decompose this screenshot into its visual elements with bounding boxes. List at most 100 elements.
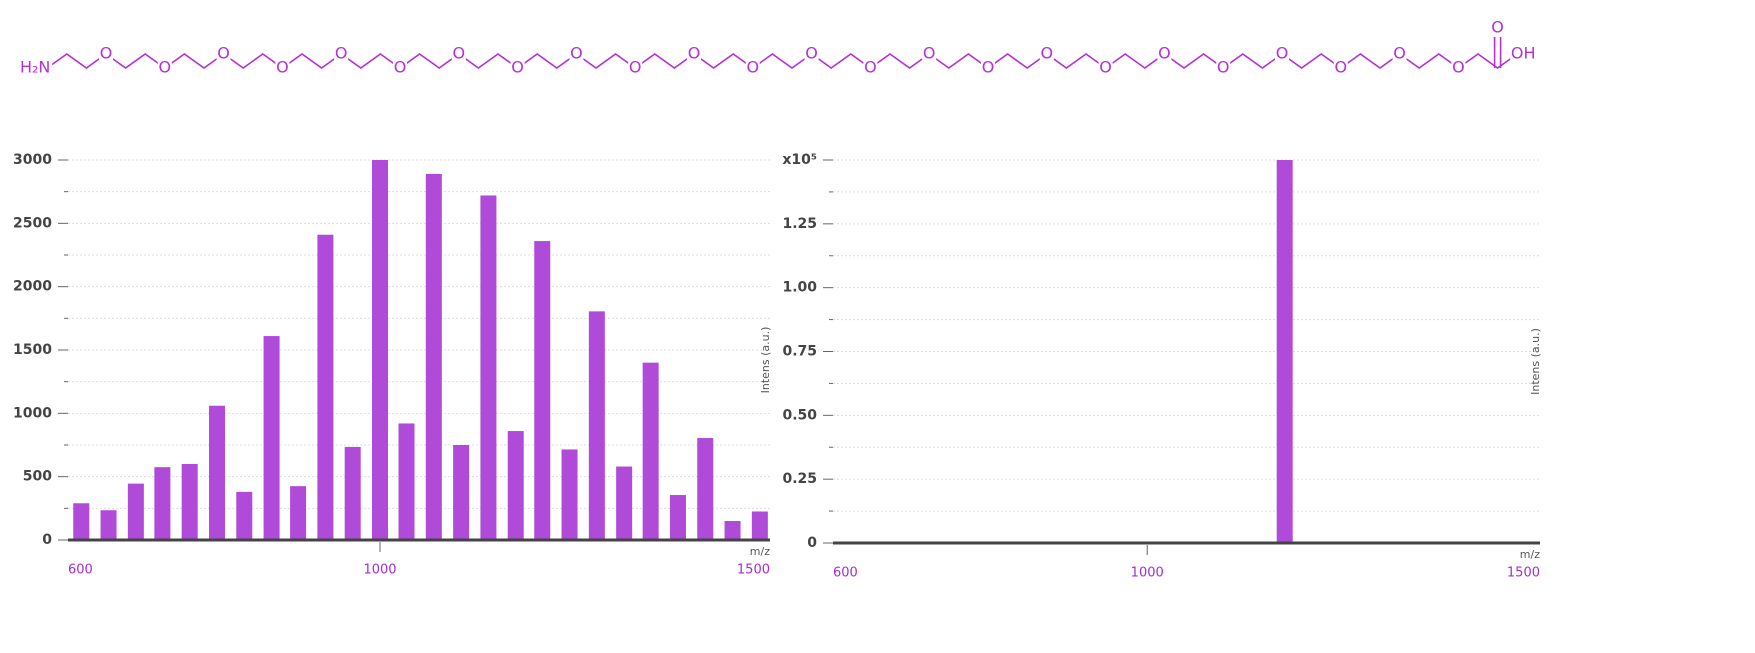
y-tick-label: 3000 bbox=[13, 152, 52, 168]
atom-label: O bbox=[159, 58, 172, 77]
atom-mask bbox=[157, 59, 172, 77]
bar bbox=[480, 195, 497, 540]
atom-mask bbox=[393, 59, 407, 77]
bar bbox=[751, 511, 768, 540]
atom-label: O bbox=[923, 44, 936, 63]
bar bbox=[616, 466, 633, 540]
atom-mask bbox=[1490, 19, 1505, 37]
atom-label: O bbox=[805, 44, 818, 63]
bar bbox=[236, 491, 253, 540]
atom-label: OH bbox=[1511, 44, 1536, 63]
atom-mask bbox=[1098, 59, 1113, 77]
bar bbox=[263, 336, 280, 540]
atom-mask bbox=[451, 45, 466, 63]
bar bbox=[398, 423, 415, 540]
bar bbox=[317, 234, 334, 540]
y-tick-label: 1.00 bbox=[782, 280, 817, 296]
atom-mask bbox=[1333, 59, 1348, 77]
atom-mask bbox=[1216, 59, 1231, 77]
atom-mask bbox=[216, 45, 231, 63]
y-tick-label: 0.75 bbox=[782, 344, 817, 360]
x-axis-label: m/z bbox=[1520, 548, 1540, 561]
bar bbox=[561, 449, 578, 540]
bar bbox=[154, 467, 171, 540]
atom-mask bbox=[275, 59, 290, 77]
atom-label: O bbox=[335, 44, 348, 63]
x-tick-label: 1000 bbox=[363, 563, 396, 578]
x-tick-label: 1500 bbox=[1507, 566, 1540, 581]
y-tick-label: 1000 bbox=[13, 405, 52, 421]
x-axis-label: m/z bbox=[750, 545, 770, 558]
atom-label: O bbox=[1276, 44, 1289, 63]
atom-label: O bbox=[1099, 58, 1112, 77]
atom-mask bbox=[922, 45, 937, 63]
atom-label: H₂N bbox=[20, 58, 50, 77]
atom-mask bbox=[1510, 45, 1537, 63]
bar bbox=[127, 483, 144, 540]
bar bbox=[507, 431, 524, 540]
atom-label: O bbox=[511, 58, 524, 77]
bar bbox=[290, 486, 307, 540]
bar bbox=[425, 173, 442, 540]
atom-label: O bbox=[982, 58, 995, 77]
y-tick-label: 500 bbox=[23, 469, 52, 485]
atom-mask bbox=[687, 45, 701, 63]
y-tick-label: 0 bbox=[807, 535, 817, 551]
bar bbox=[181, 464, 198, 540]
atom-mask bbox=[1275, 45, 1289, 63]
y-tick-label: 2500 bbox=[13, 215, 52, 231]
chain-bonds bbox=[46, 53, 1518, 69]
atom-mask bbox=[1392, 45, 1407, 63]
atom-mask bbox=[18, 59, 53, 77]
atom-mask bbox=[334, 45, 349, 63]
y-tick-label: 0.25 bbox=[782, 471, 817, 487]
x-tick-label: 1500 bbox=[737, 563, 770, 578]
atom-mask bbox=[510, 59, 525, 77]
atom-label: O bbox=[1041, 44, 1054, 63]
atom-mask bbox=[628, 59, 643, 77]
atom-label: O bbox=[1158, 44, 1171, 63]
atom-mask bbox=[863, 59, 878, 77]
bar bbox=[100, 510, 117, 540]
y-tick-label: 1500 bbox=[13, 342, 52, 358]
atom-mask bbox=[745, 59, 760, 77]
x-tick-label: 600 bbox=[68, 563, 93, 578]
y-tick-label: 0 bbox=[42, 532, 52, 548]
bar bbox=[642, 362, 659, 540]
bar bbox=[724, 521, 741, 540]
bar bbox=[669, 495, 686, 540]
atom-mask bbox=[99, 45, 113, 63]
bar bbox=[588, 311, 605, 540]
y-axis-label: Intens (a.u.) bbox=[1529, 328, 1542, 395]
x-tick-label: 1000 bbox=[1131, 566, 1164, 581]
atom-label: O bbox=[1393, 44, 1406, 63]
bar bbox=[453, 445, 470, 540]
atom-label: O bbox=[276, 58, 289, 77]
y-tick-label: x10⁵ bbox=[782, 152, 817, 168]
bar bbox=[372, 160, 388, 540]
atom-mask bbox=[804, 45, 819, 63]
atom-label: O bbox=[864, 58, 877, 77]
atom-label: O bbox=[1217, 58, 1230, 77]
bar bbox=[697, 438, 714, 540]
atom-label: O bbox=[747, 58, 760, 77]
x-tick-label: 600 bbox=[833, 566, 858, 581]
atom-label: O bbox=[394, 58, 407, 77]
bar bbox=[344, 446, 361, 540]
bar bbox=[1276, 160, 1293, 543]
atom-mask bbox=[1451, 59, 1466, 77]
y-tick-label: 2000 bbox=[13, 279, 52, 295]
y-tick-label: 1.25 bbox=[782, 216, 817, 232]
y-axis-label: Intens (a.u.) bbox=[759, 327, 772, 394]
atom-label: O bbox=[217, 44, 230, 63]
bar bbox=[208, 405, 225, 540]
bar bbox=[534, 241, 551, 541]
atom-label: O bbox=[1335, 58, 1348, 77]
atom-mask bbox=[569, 45, 584, 63]
atom-mask bbox=[981, 59, 995, 77]
atom-mask bbox=[1157, 45, 1172, 63]
atom-label: O bbox=[629, 58, 642, 77]
y-tick-label: 0.50 bbox=[782, 407, 817, 423]
bar bbox=[73, 503, 90, 540]
atom-mask bbox=[1039, 45, 1054, 63]
